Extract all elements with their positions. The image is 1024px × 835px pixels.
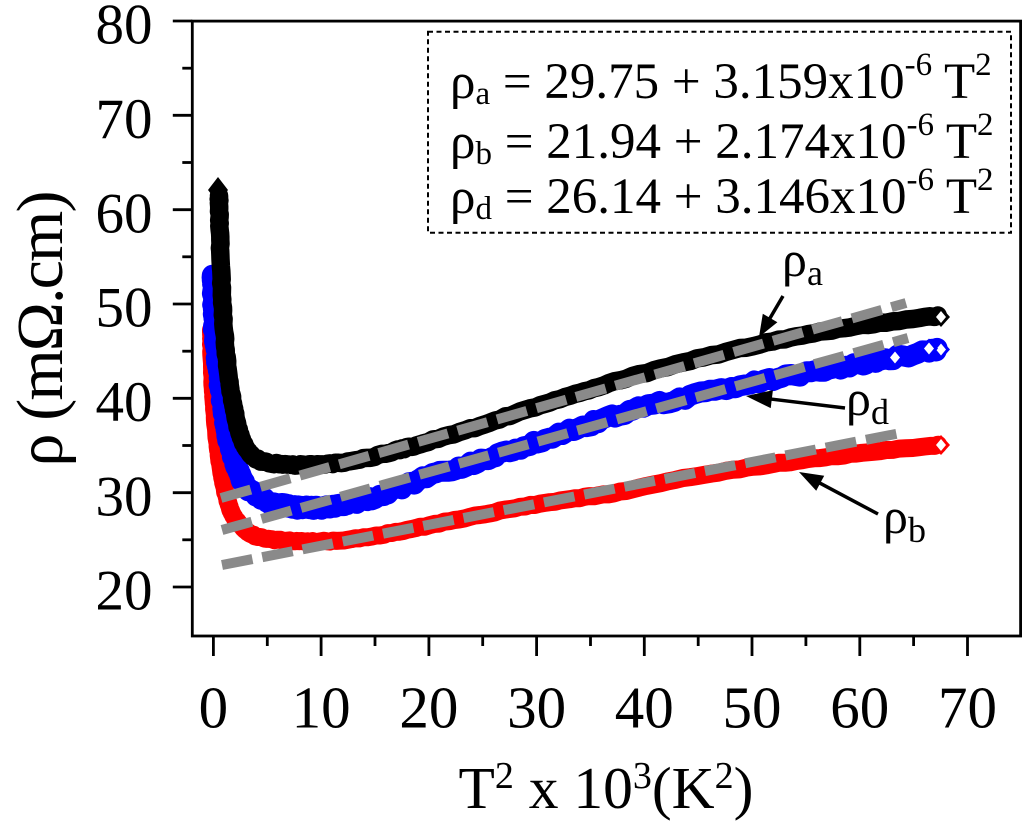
svg-text:70: 70: [938, 675, 997, 741]
svg-text:40: 40: [615, 675, 674, 741]
svg-text:30: 30: [96, 465, 153, 528]
svg-text:ρ (mΩ.cm): ρ (mΩ.cm): [4, 191, 77, 467]
svg-text:ρd = 26.14 + 3.146x10-6 T2: ρd = 26.14 + 3.146x10-6 T2: [450, 162, 993, 227]
svg-text:80: 80: [96, 0, 153, 57]
svg-text:10: 10: [292, 675, 351, 741]
svg-text:50: 50: [96, 277, 153, 340]
svg-text:50: 50: [723, 675, 782, 741]
svg-text:40: 40: [96, 371, 153, 434]
svg-text:ρa = 29.75 + 3.159x10-6 T2: ρa = 29.75 + 3.159x10-6 T2: [450, 47, 992, 112]
svg-text:20: 20: [96, 560, 153, 623]
svg-text:ρb: ρb: [883, 488, 926, 550]
svg-text:60: 60: [830, 675, 889, 741]
svg-text:60: 60: [96, 182, 153, 245]
svg-text:0: 0: [199, 675, 229, 741]
svg-text:ρb = 21.94 + 2.174x10-6 T2: ρb = 21.94 + 2.174x10-6 T2: [450, 107, 993, 172]
svg-text:30: 30: [507, 675, 566, 741]
svg-text:70: 70: [96, 88, 153, 151]
svg-text:20: 20: [399, 675, 458, 741]
svg-text:T2 x 103(K2): T2 x 103(K2): [459, 755, 754, 821]
